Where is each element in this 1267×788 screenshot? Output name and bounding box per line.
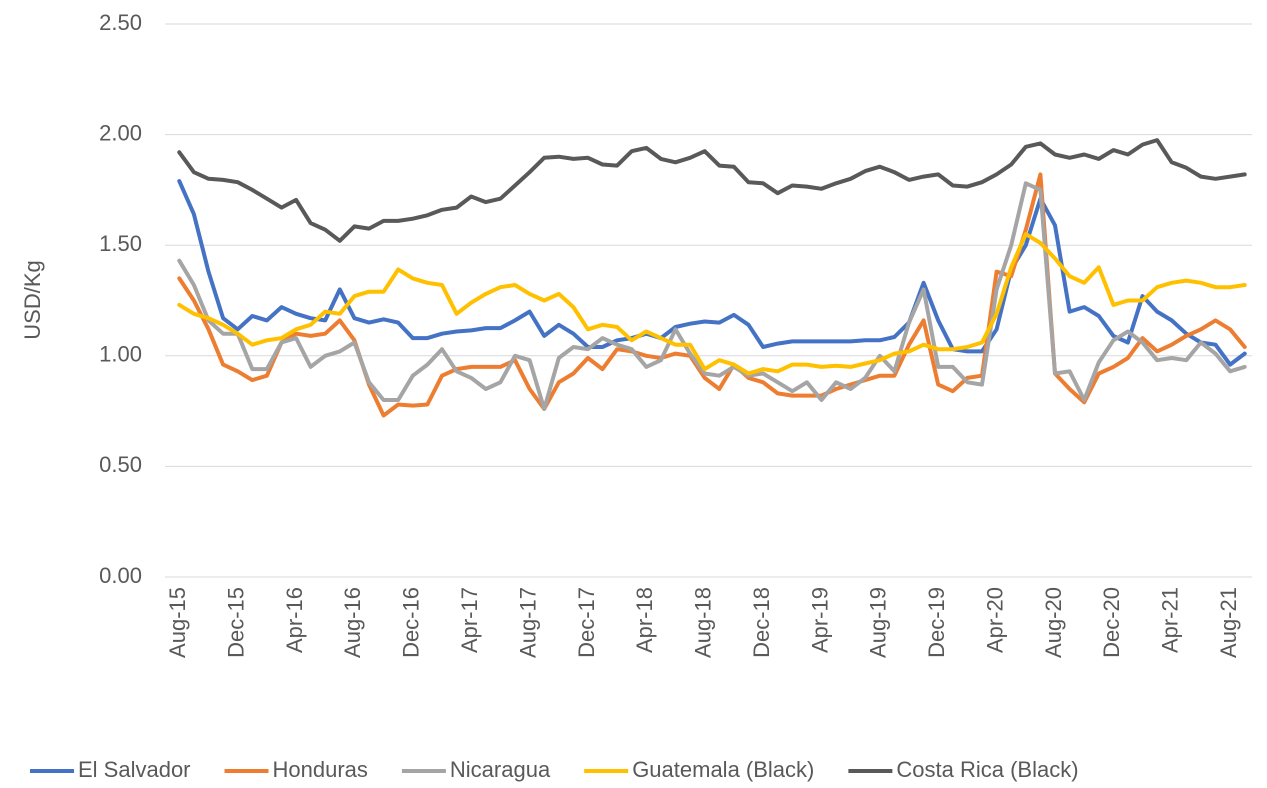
x-tick-label: Aug-15	[165, 587, 190, 658]
x-tick-label: Apr-18	[632, 587, 657, 653]
x-tick-label: Aug-17	[515, 587, 540, 658]
x-tick-label: Dec-17	[574, 587, 599, 658]
y-tick-label: 1.00	[99, 342, 142, 367]
series-line	[177, 179, 1247, 367]
x-tick-label: Aug-21	[1216, 587, 1241, 658]
legend-label: El Salvador	[78, 757, 191, 782]
y-tick-label: 2.50	[99, 10, 142, 35]
x-tick-label: Dec-18	[749, 587, 774, 658]
x-tick-label: Dec-15	[223, 587, 248, 658]
legend-label: Costa Rica (Black)	[896, 757, 1078, 782]
x-tick-label: Apr-17	[457, 587, 482, 653]
y-tick-label: 0.50	[99, 452, 142, 477]
x-tick-label: Dec-16	[399, 587, 424, 658]
x-tick-label: Apr-21	[1158, 587, 1183, 653]
x-tick-label: Apr-19	[807, 587, 832, 653]
x-tick-label: Aug-19	[866, 587, 891, 658]
y-tick-label: 0.00	[99, 563, 142, 588]
y-axis-title: USD/Kg	[20, 260, 45, 339]
x-tick-label: Dec-19	[924, 587, 949, 658]
series-line	[177, 138, 1247, 243]
x-tick-label: Apr-20	[982, 587, 1007, 653]
legend-label: Honduras	[273, 757, 368, 782]
legend-label: Guatemala (Black)	[632, 757, 814, 782]
y-tick-label: 1.50	[99, 231, 142, 256]
series-line	[177, 232, 1247, 376]
x-tick-label: Aug-16	[340, 587, 365, 658]
legend-label: Nicaragua	[450, 757, 551, 782]
x-tick-label: Apr-16	[282, 587, 307, 653]
x-tick-label: Aug-18	[691, 587, 716, 658]
series-line	[177, 181, 1247, 411]
x-tick-label: Dec-20	[1099, 587, 1124, 658]
y-tick-label: 2.00	[99, 120, 142, 145]
x-tick-label: Aug-20	[1041, 587, 1066, 658]
